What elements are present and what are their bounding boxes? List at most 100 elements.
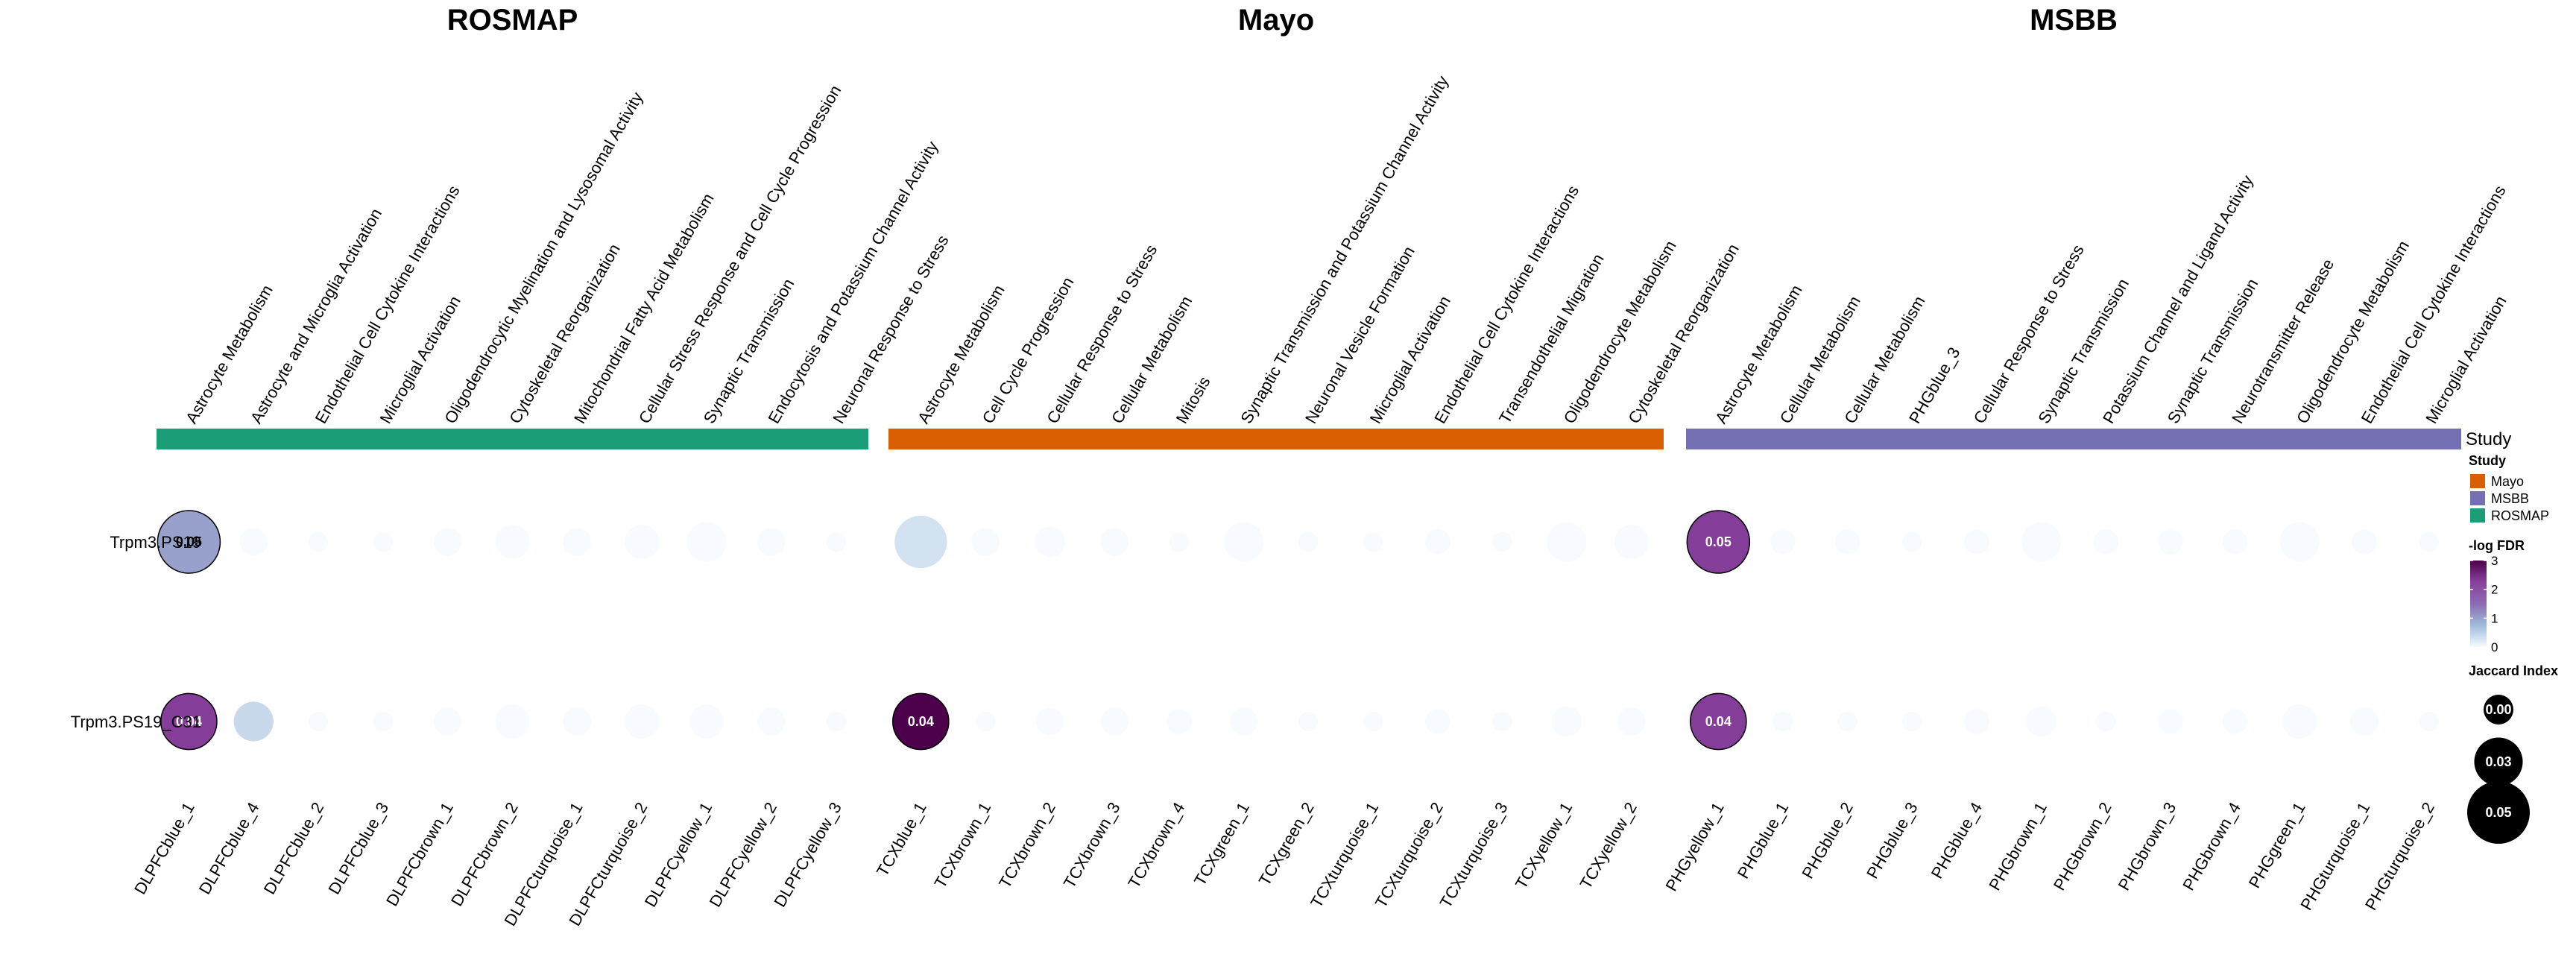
module-tick-label: DLPFCyellow_3	[770, 799, 845, 910]
module-tick-label: TCXbrown_3	[1060, 799, 1124, 891]
bubble	[625, 524, 660, 560]
bubble	[239, 528, 268, 556]
module-annotation-label: Oligodendrocyte Metabolism	[2293, 238, 2413, 427]
legend-fdr-tick-label: 0	[2491, 640, 2498, 654]
bubble	[757, 528, 786, 556]
module-tick-label: TCXturquoise_2	[1371, 799, 1447, 911]
bubble	[894, 515, 947, 569]
module-annotation-label: Neuronal Vesicle Formation	[1301, 243, 1418, 427]
module-annotation-label: Cytoskeletal Reorganization	[505, 241, 624, 427]
module-tick-label: PHGgreen_1	[2245, 799, 2309, 891]
legend-fdr-tick-label: 2	[2491, 583, 2498, 597]
bubble-label: 0.05	[176, 534, 202, 549]
module-tick-label: DLPFCyellow_1	[641, 799, 716, 910]
bubble	[308, 711, 329, 732]
module-tick-label: PHGturquoise_2	[2361, 799, 2438, 913]
bubble	[2021, 522, 2062, 562]
bubble	[2222, 529, 2248, 555]
bubble	[2158, 529, 2183, 555]
legend-fdr-tick-label: 3	[2491, 554, 2498, 568]
bubble	[1035, 526, 1066, 558]
bubble	[1363, 711, 1383, 732]
module-tick-label: DLPFCyellow_2	[706, 799, 781, 910]
bubble	[373, 531, 394, 552]
bubble	[686, 522, 727, 562]
bubble	[433, 707, 462, 736]
bubble	[1363, 531, 1383, 552]
module-tick-label: DLPFCblue_3	[324, 799, 392, 897]
legend-jaccard-bubble	[2474, 737, 2523, 786]
bubble	[971, 528, 1000, 556]
bubble	[1167, 709, 1192, 734]
study-axis-label: Study	[2466, 429, 2511, 449]
bubble	[1834, 529, 1860, 555]
bubble	[1492, 711, 1512, 732]
module-tick-label: DLPFCbrown_1	[382, 799, 457, 909]
bubble	[1298, 531, 1319, 552]
legend-jaccard-label: 0.00	[2485, 702, 2511, 717]
bubble	[1964, 709, 1989, 734]
module-tick-label: PHGbrown_3	[2115, 799, 2180, 894]
legend-jaccard-label: 0.05	[2485, 805, 2511, 820]
bubble	[308, 531, 329, 552]
bubble	[826, 711, 846, 732]
legend-jaccard-label: 0.03	[2485, 754, 2511, 769]
bubble	[2419, 531, 2439, 552]
bubble	[157, 510, 221, 574]
module-tick-label: DLPFCblue_4	[195, 799, 263, 897]
study-band	[157, 429, 868, 449]
module-annotation-label: Oligodendrocyte Metabolism	[1560, 238, 1680, 427]
bubble	[2158, 709, 2183, 734]
bubble	[1424, 709, 1450, 734]
bubble	[625, 704, 660, 739]
legend-study-swatch	[2470, 491, 2485, 505]
bubble	[1035, 707, 1064, 736]
bubble-label: 0.04	[908, 714, 934, 729]
bubble	[826, 531, 846, 552]
bubble	[2093, 529, 2119, 555]
bubble	[975, 711, 996, 732]
bubble	[1770, 529, 1796, 555]
legend-study-label: ROSMAP	[2491, 508, 2549, 523]
module-tick-label: TCXturquoise_3	[1436, 799, 1512, 911]
module-tick-label: PHGturquoise_1	[2296, 799, 2373, 913]
legend: Study Study Mayo MSBB ROSMAP -log FDR 0 1 2 3 Jacc…	[2466, 429, 2558, 844]
module-tick-label: PHGbrown_2	[2050, 799, 2115, 894]
bubble	[2096, 711, 2116, 732]
row-label: Trpm3.PS19_C31	[71, 713, 201, 731]
bubble	[1617, 707, 1646, 736]
module-tick-label: TCXbrown_2	[995, 799, 1059, 891]
bubble	[2350, 707, 2378, 736]
panel-title: MSBB	[2030, 4, 2118, 37]
bubble-label: 0.05	[1705, 534, 1731, 549]
bubble	[1547, 522, 1587, 562]
bubble	[757, 707, 786, 736]
bubble	[233, 701, 274, 742]
module-tick-label: TCXturquoise_1	[1307, 799, 1382, 911]
module-tick-label: TCXbrown_4	[1124, 799, 1188, 891]
row-label: Trpm3.PS19	[110, 533, 201, 552]
row-labels: Trpm3.PS19 Trpm3.PS19_C31	[71, 533, 201, 731]
bubble	[433, 528, 462, 556]
panel-title: ROSMAP	[447, 4, 578, 37]
legend-jaccard-title: Jaccard Index	[2469, 663, 2558, 678]
bubble-label: 0.04	[176, 714, 202, 729]
legend-study-label: Mayo	[2491, 474, 2524, 489]
module-tick-label: PHGyellow_1	[1661, 799, 1727, 894]
bubble	[160, 692, 218, 751]
module-tick-label: DLPFCblue_1	[130, 799, 198, 897]
bubble	[1169, 531, 1190, 552]
bubble	[2222, 709, 2248, 734]
panel-title: Mayo	[1238, 4, 1314, 37]
bubble	[1902, 531, 1922, 552]
bubble	[2279, 522, 2320, 562]
legend-fdr-colorbar	[2470, 561, 2487, 647]
module-tick-label: DLPFCblue_2	[260, 799, 328, 897]
bubble	[373, 711, 394, 732]
module-tick-label: TCXbrown_1	[930, 799, 994, 891]
module-tick-label: PHGblue_1	[1734, 799, 1793, 882]
bubble-label: 0.04	[1705, 714, 1731, 729]
legend-fdr-title: -log FDR	[2469, 538, 2525, 553]
